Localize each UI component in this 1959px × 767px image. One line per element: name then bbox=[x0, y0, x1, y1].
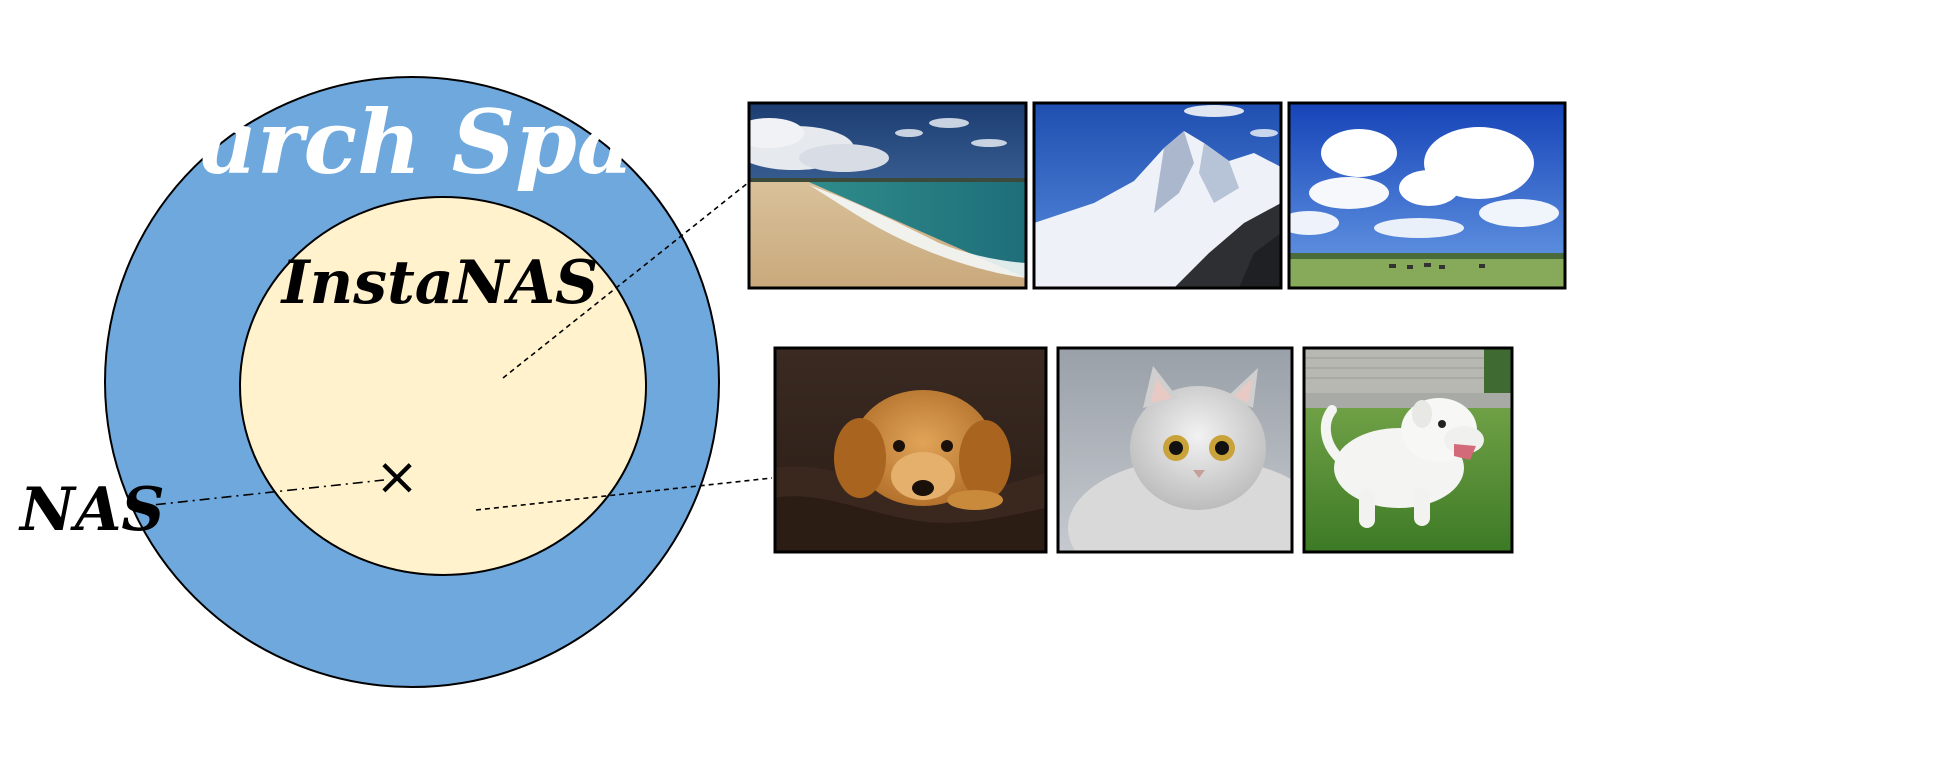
nas-connector-line bbox=[133, 479, 385, 508]
snowy-mountain-photo bbox=[1032, 101, 1283, 290]
animal-leader-line bbox=[475, 477, 773, 511]
beach-photo bbox=[747, 101, 1028, 290]
nas-point-marker: × bbox=[375, 447, 419, 507]
white-kitten-photo bbox=[1056, 346, 1294, 554]
landscape-leader-line bbox=[502, 181, 750, 379]
search-space-label: Search Space bbox=[81, 90, 744, 194]
animal-image-group bbox=[773, 346, 1514, 554]
instanas-circle bbox=[239, 196, 647, 576]
nas-label: NAS bbox=[18, 475, 165, 545]
instanas-label: InstaNAS bbox=[280, 248, 599, 318]
golden-puppy-photo bbox=[773, 346, 1048, 554]
landscape-image-group bbox=[747, 101, 1567, 290]
white-puppy-photo bbox=[1302, 346, 1514, 554]
cloudy-sky-field-photo bbox=[1287, 101, 1567, 290]
